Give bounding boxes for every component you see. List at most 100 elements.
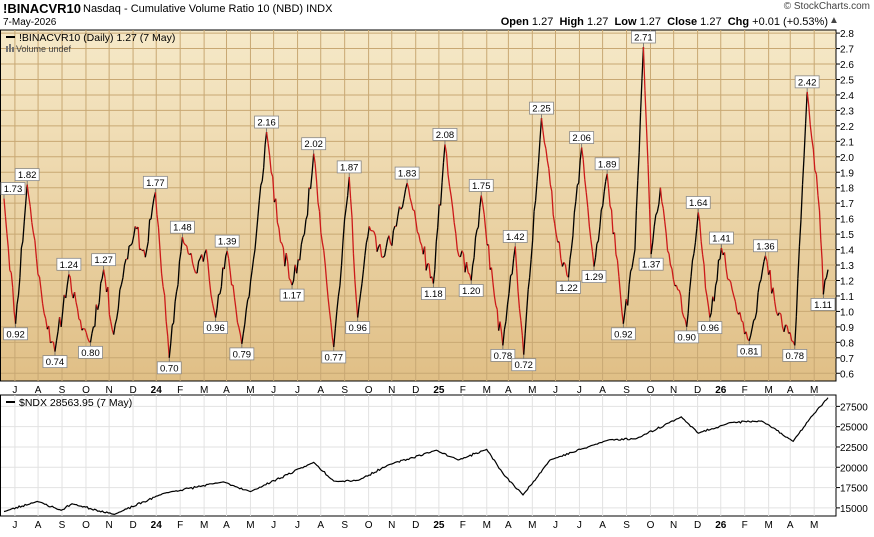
y-tick-label: 0.6 — [840, 369, 854, 380]
cvr-series-segment — [647, 164, 651, 210]
cvr-series-segment — [20, 241, 24, 249]
x-tick-label: A — [317, 385, 324, 396]
cvr-series-segment — [613, 232, 617, 255]
annotation-label: 1.24 — [60, 260, 79, 271]
cvr-series-segment — [7, 248, 11, 271]
cvr-series-segment — [147, 219, 151, 242]
annotation-box — [42, 355, 68, 369]
cvr-series-segment — [764, 255, 768, 262]
annotation-label: 2.16 — [257, 118, 276, 129]
cvr-series-segment — [383, 247, 387, 257]
cvr-series-segment — [800, 184, 804, 220]
volume-icon — [12, 47, 14, 52]
cvr-series-segment — [667, 250, 670, 254]
cvr-series-segment — [811, 138, 814, 150]
cvr-series-segment — [379, 244, 383, 258]
cvr-series-segment — [572, 212, 576, 236]
cvr-series-segment — [517, 291, 521, 309]
cvr-series-segment — [285, 252, 289, 263]
cvr-series-segment — [555, 233, 559, 243]
cvr-series-segment — [309, 172, 313, 189]
cvr-series-segment — [318, 211, 322, 233]
cvr-series-segment — [104, 278, 108, 293]
cvr-series-segment — [774, 301, 777, 312]
scale-toggle-icon[interactable]: ▲ — [829, 15, 839, 26]
cvr-series-segment — [205, 249, 209, 263]
annotation-label: 1.42 — [506, 232, 525, 243]
cvr-series-segment — [303, 219, 307, 235]
cvr-series-segment — [753, 318, 756, 321]
x-tick-label: N — [106, 520, 113, 531]
cvr-series-segment — [710, 296, 714, 313]
x-tick-label: D — [129, 385, 136, 396]
y-tick-label: 27500 — [840, 402, 868, 413]
open-label: Open — [500, 16, 529, 28]
cvr-series-segment — [675, 285, 679, 291]
cvr-series-segment — [606, 173, 610, 189]
cvr-series-segment — [218, 293, 221, 296]
annotation-label: 0.79 — [233, 349, 252, 360]
cvr-series-segment — [102, 269, 106, 279]
x-tick-label: F — [742, 520, 748, 531]
symbol-description: Nasdaq - Cumulative Volume Ratio 10 (NBD… — [83, 3, 332, 15]
annotation-box — [502, 230, 528, 243]
cvr-series-segment — [345, 195, 349, 209]
cvr-series-segment — [728, 279, 732, 283]
annotation-box — [782, 349, 808, 362]
cvr-series-segment — [32, 232, 36, 241]
cvr-series-segment — [372, 230, 375, 233]
cvr-series-segment — [584, 179, 587, 193]
cvr-series-segment — [287, 261, 290, 279]
open-value: 1.27 — [531, 16, 554, 28]
x-tick-label: A — [505, 520, 512, 531]
cvr-series-segment — [270, 172, 274, 177]
annotation-label: 1.27 — [94, 255, 113, 266]
cvr-series-segment — [334, 311, 338, 329]
cvr-series-segment — [812, 148, 816, 171]
cvr-series-segment — [707, 305, 711, 318]
cvr-series-segment — [34, 240, 38, 259]
chart-date: 7-May-2026 — [3, 17, 57, 28]
cvr-series-segment — [594, 243, 598, 258]
cvr-series-segment — [629, 267, 633, 272]
x-tick-label: A — [599, 385, 606, 396]
cvr-series-segment — [126, 245, 130, 260]
cvr-series-segment — [447, 174, 451, 187]
cvr-series-segment — [492, 282, 496, 297]
cvr-series-segment — [133, 226, 136, 237]
cvr-series-segment — [609, 205, 613, 211]
cvr-series-segment — [700, 241, 704, 255]
cvr-series-segment — [254, 233, 258, 250]
annotation-label: 1.48 — [173, 223, 192, 234]
ticker-symbol: !BINACVR10 — [3, 1, 82, 16]
cvr-series-segment — [545, 148, 549, 161]
cvr-series-segment — [530, 240, 534, 260]
cvr-series-segment — [540, 118, 544, 131]
panel-subtitle: Volume undef — [16, 44, 72, 54]
cvr-series-segment — [688, 276, 692, 292]
cvr-series-segment — [278, 227, 282, 242]
cvr-series-segment — [730, 281, 733, 291]
cvr-series-segment — [45, 318, 48, 330]
annotation-box — [229, 347, 255, 361]
x-tick-label: D — [129, 520, 136, 531]
y-tick-label: 2.6 — [840, 60, 854, 71]
cvr-series-segment — [337, 285, 341, 297]
y-tick-label: 0.8 — [840, 338, 854, 349]
cvr-series-segment — [524, 311, 528, 334]
cvr-series-segment — [757, 283, 761, 293]
cvr-series-segment — [17, 277, 21, 296]
y-tick-label: 2.8 — [840, 29, 854, 40]
annotation-box — [336, 160, 362, 174]
cvr-series-segment — [484, 229, 488, 246]
annotation-box — [709, 231, 734, 245]
cvr-series-segment — [272, 176, 275, 203]
cvr-series-segment — [791, 340, 794, 343]
x-tick-label: M — [246, 520, 254, 531]
cvr-series-segment — [233, 297, 237, 310]
cvr-series-segment — [97, 302, 100, 310]
cvr-series-segment — [593, 257, 597, 267]
cvr-series-segment — [219, 286, 223, 295]
cvr-series-segment — [678, 290, 682, 296]
